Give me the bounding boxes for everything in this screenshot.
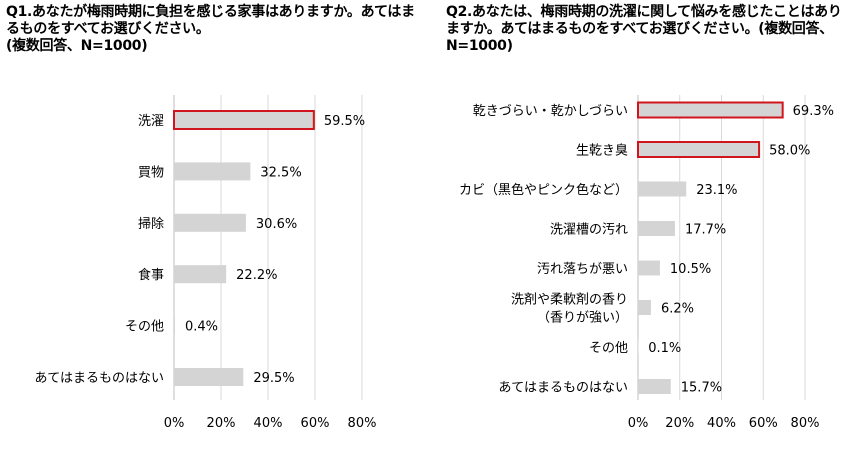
value-label: 23.1% <box>696 183 737 198</box>
value-label: 58.0% <box>769 144 810 159</box>
bar <box>638 339 639 355</box>
value-label: 17.7% <box>685 223 726 238</box>
category-label: その他 <box>589 341 628 356</box>
category-label: あてはまるものはない <box>499 381 628 396</box>
q2-chart-title: Q2.あなたは、梅雨時期の洗濯に関して悩みを感じたことはありますか。あてはまるも… <box>446 4 842 54</box>
q2-chart-panel: Q2.あなたは、梅雨時期の洗濯に関して悩みを感じたことはありますか。あてはまるも… <box>430 0 863 450</box>
category-label: あてはまるものはない <box>35 371 164 386</box>
bar <box>638 300 651 315</box>
x-tick-label: 0% <box>628 416 649 431</box>
q1-chart-panel: Q1.あなたが梅雨時期に負担を感じる家事はありますか。あてはまるものをすべてお選… <box>0 0 430 450</box>
bar <box>637 101 784 119</box>
x-tick-label: 40% <box>707 416 736 431</box>
bar <box>638 221 675 236</box>
category-label: 乾きづらい・乾かしづらい <box>473 104 628 119</box>
value-label: 29.5% <box>253 371 294 386</box>
bar <box>174 368 244 386</box>
category-label: カビ（黒色やピンク色など） <box>459 182 628 198</box>
value-label: 6.2% <box>661 302 694 317</box>
bar <box>174 316 175 335</box>
bar <box>174 265 227 284</box>
x-tick-label: 0% <box>164 416 185 431</box>
x-tick-label: 20% <box>207 416 236 431</box>
x-tick-label: 40% <box>254 416 283 431</box>
q2-bar-chart: 乾きづらい・乾かしづらい 69.3% 生乾き臭 58.0% カビ（黒色やピンク色など） 2… <box>459 95 834 431</box>
category-label: 生乾き臭 <box>576 144 628 159</box>
value-label: 22.2% <box>236 268 277 283</box>
bar <box>638 379 671 394</box>
x-tick-label: 80% <box>348 416 377 431</box>
value-label: 15.7% <box>681 381 722 396</box>
bar <box>174 162 251 181</box>
bar <box>173 110 315 130</box>
bar <box>637 141 761 158</box>
value-label: 32.5% <box>260 165 301 180</box>
value-label: 10.5% <box>670 262 711 277</box>
category-label: 汚れ落ちが悪い <box>537 262 628 277</box>
value-label: 59.5% <box>324 114 365 129</box>
category-label: 洗濯 <box>138 114 164 129</box>
bar <box>638 260 660 276</box>
category-label: その他 <box>125 320 164 335</box>
category-label: 洗剤や柔軟剤の香り（香りが強い） <box>511 292 628 326</box>
q1-bar-chart: 洗濯 59.5% 買物 32.5% 掃除 30.6% 食事 22.2% その他 0.4% あてはまる… <box>35 95 377 431</box>
x-tick-label: 20% <box>665 416 694 431</box>
bar <box>174 213 246 232</box>
category-label: 買物 <box>138 165 164 180</box>
value-label: 0.1% <box>648 341 681 356</box>
x-tick-label: 60% <box>301 416 330 431</box>
q1-chart-title: Q1.あなたが梅雨時期に負担を感じる家事はありますか。あてはまるものをすべてお選… <box>6 4 415 54</box>
value-label: 0.4% <box>185 320 218 335</box>
x-tick-label: 60% <box>749 416 778 431</box>
value-label: 30.6% <box>256 217 297 232</box>
x-tick-label: 80% <box>791 416 820 431</box>
category-label: 食事 <box>138 267 164 283</box>
category-label: 洗濯槽の汚れ <box>550 223 628 238</box>
value-label: 69.3% <box>793 104 834 119</box>
bar <box>638 181 687 197</box>
category-label: 掃除 <box>138 216 164 232</box>
